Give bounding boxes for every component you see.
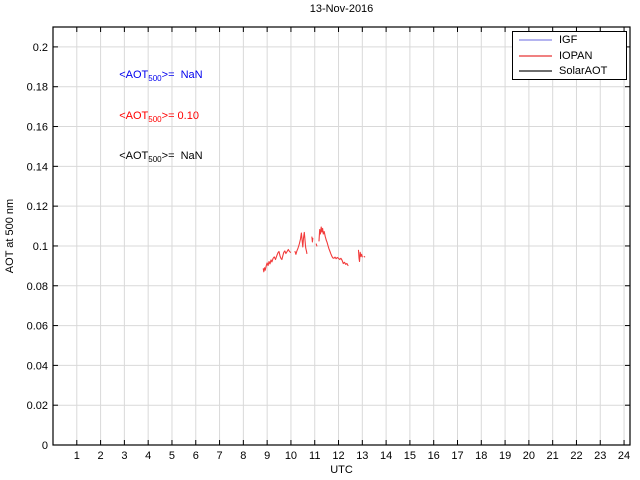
x-tick-label: 24: [618, 450, 630, 462]
annotation-value: >= 0.10: [161, 110, 199, 122]
legend-line-sample-iopan: [519, 54, 552, 57]
annotation-value: >= NaN: [161, 150, 203, 162]
legend-line-sample-solaraot: [519, 69, 552, 72]
x-tick-label: 19: [499, 450, 511, 462]
x-tick-label: 1: [74, 450, 80, 462]
y-tick-label: 0.14: [27, 161, 48, 173]
x-tick-label: 15: [404, 450, 416, 462]
x-tick-label: 7: [216, 450, 222, 462]
mean-aot-annotation-igf: <AOT500>= NaN: [107, 57, 203, 95]
x-tick-label: 12: [332, 450, 344, 462]
series-iopan: [318, 226, 349, 267]
annotation-prefix: <AOT: [119, 110, 149, 122]
legend-item-iopan: IOPAN: [513, 49, 626, 63]
legend-item-label: IGF: [559, 34, 578, 47]
x-tick-label: 5: [169, 450, 175, 462]
legend-item-label: IOPAN: [559, 49, 593, 62]
annotation-subscript: 500: [148, 155, 162, 165]
x-axis-label: UTC: [330, 464, 353, 476]
x-tick-label: 20: [523, 450, 535, 462]
x-tick-label: 4: [145, 450, 151, 462]
legend-line-sample-igf: [519, 39, 552, 42]
mean-aot-annotation-solaraot: <AOT500>= NaN: [107, 138, 203, 176]
annotation-subscript: 500: [148, 74, 162, 84]
y-tick-label: 0: [42, 440, 48, 452]
x-tick-label: 18: [475, 450, 487, 462]
y-tick-label: 0.12: [27, 201, 48, 213]
x-tick-label: 22: [570, 450, 582, 462]
x-tick-label: 6: [193, 450, 199, 462]
y-tick-label: 0.02: [27, 400, 48, 412]
series-iopan: [357, 249, 363, 263]
legend: IGF IOPAN SolarAOT: [512, 31, 627, 80]
x-tick-label: 2: [98, 450, 104, 462]
x-tick-label: 23: [594, 450, 606, 462]
legend-item-solaraot: SolarAOT: [513, 64, 626, 78]
y-tick-label: 0.06: [27, 321, 48, 333]
legend-item-igf: IGF: [513, 33, 626, 47]
x-tick-label: 10: [285, 450, 297, 462]
y-tick-label: 0.18: [27, 82, 48, 94]
chart-title: 13-Nov-2016: [309, 3, 374, 15]
mean-aot-annotation-iopan: <AOT500>= 0.10: [107, 98, 199, 136]
annotation-prefix: <AOT: [119, 150, 149, 162]
series-iopan: [311, 236, 314, 243]
x-tick-label: 8: [240, 450, 246, 462]
series-iopan: [262, 248, 292, 273]
x-tick-label: 11: [309, 450, 320, 462]
y-tick-label: 0.16: [27, 122, 48, 134]
x-tick-label: 21: [547, 450, 559, 462]
x-tick-label: 14: [380, 450, 392, 462]
x-tick-label: 13: [356, 450, 368, 462]
y-tick-label: 0.2: [33, 42, 48, 54]
y-tick-label: 0.08: [27, 281, 48, 293]
series-iopan: [294, 231, 308, 255]
x-tick-label: 16: [428, 450, 440, 462]
legend-item-label: SolarAOT: [559, 64, 608, 77]
series-iopan: [315, 243, 318, 247]
annotation-prefix: <AOT: [119, 69, 149, 81]
y-tick-label: 0.04: [27, 360, 48, 372]
x-tick-label: 9: [264, 450, 270, 462]
axes-border: [52, 26, 631, 446]
y-axis-label: AOT at 500 nm: [4, 198, 16, 274]
y-tick-label: 0.1: [33, 241, 48, 253]
x-tick-label: 3: [121, 450, 127, 462]
annotation-value: >= NaN: [161, 69, 203, 81]
x-tick-label: 17: [451, 450, 463, 462]
annotation-subscript: 500: [148, 115, 162, 125]
